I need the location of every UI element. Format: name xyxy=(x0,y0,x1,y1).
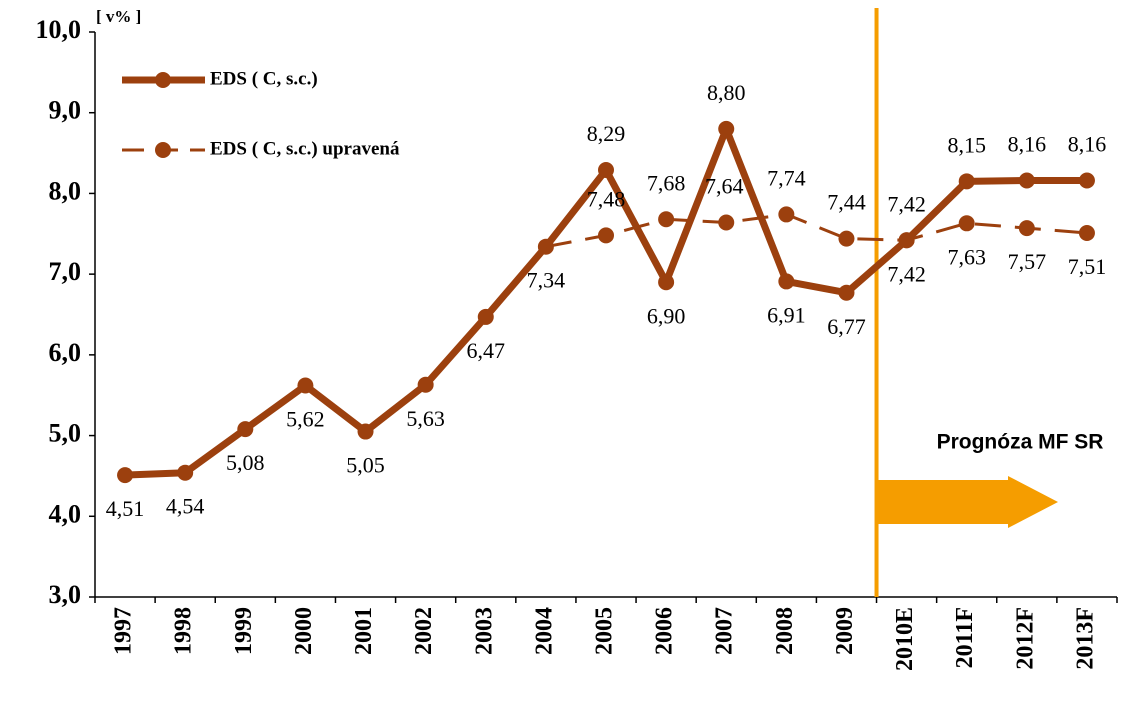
data-label: 7,48 xyxy=(587,186,626,211)
marker xyxy=(838,230,855,247)
data-label: 7,63 xyxy=(947,244,986,269)
legend-marker xyxy=(155,72,171,88)
marker xyxy=(598,227,614,244)
marker xyxy=(898,232,915,249)
x-tick-label: 1998 xyxy=(171,607,197,655)
x-tick-label: 2012F xyxy=(1012,607,1038,670)
x-tick-label: 2011F xyxy=(952,607,978,668)
data-label: 4,51 xyxy=(106,496,145,521)
data-label: 7,57 xyxy=(1008,249,1047,274)
data-label: 7,44 xyxy=(827,190,866,215)
marker xyxy=(237,421,254,438)
data-label: 5,62 xyxy=(286,407,325,432)
x-tick-label: 2013F xyxy=(1072,607,1098,670)
y-tick-label: 7,0 xyxy=(49,257,82,286)
legend-label: EDS ( C, s.c.) xyxy=(210,68,318,89)
marker xyxy=(177,464,194,481)
data-label: 7,42 xyxy=(887,191,926,216)
marker xyxy=(1018,172,1035,189)
x-tick-label: 2004 xyxy=(531,607,557,655)
x-tick-label: 2005 xyxy=(592,607,618,655)
data-label: 6,91 xyxy=(767,302,806,327)
marker xyxy=(357,423,374,440)
data-label: 7,64 xyxy=(705,174,744,199)
marker xyxy=(1078,224,1095,241)
marker xyxy=(417,376,434,393)
y-tick-label: 10,0 xyxy=(36,15,82,44)
y-tick-label: 8,0 xyxy=(49,176,82,205)
marker xyxy=(718,214,735,231)
marker xyxy=(778,273,795,290)
y-tick-label: 9,0 xyxy=(49,96,82,125)
marker xyxy=(598,162,614,179)
data-label: 5,05 xyxy=(346,453,385,478)
annotation: Prognóza MF SR xyxy=(937,431,1104,454)
data-label: 8,16 xyxy=(1008,132,1047,157)
marker xyxy=(658,274,675,291)
legend-marker xyxy=(155,142,171,158)
unit-label: [ v% ] xyxy=(96,7,141,26)
data-label: 6,90 xyxy=(647,303,686,328)
data-label: 8,29 xyxy=(587,121,626,146)
x-tick-label: 2006 xyxy=(652,607,678,655)
y-tick-label: 5,0 xyxy=(49,419,82,448)
x-tick-label: 2000 xyxy=(291,607,317,655)
data-label: 4,54 xyxy=(166,494,205,519)
data-label: 6,77 xyxy=(827,314,866,339)
data-label: 7,34 xyxy=(527,268,566,293)
y-tick-label: 4,0 xyxy=(49,499,82,528)
x-tick-label: 2001 xyxy=(351,607,377,655)
x-tick-label: 2008 xyxy=(772,607,798,655)
data-label: 5,63 xyxy=(406,406,445,431)
marker xyxy=(117,467,134,484)
data-label: 6,47 xyxy=(467,338,506,363)
data-label: 7,74 xyxy=(767,165,806,190)
data-label: 8,80 xyxy=(707,80,746,105)
x-tick-label: 1999 xyxy=(231,607,257,655)
marker xyxy=(958,215,975,232)
series-line xyxy=(545,212,1088,249)
marker xyxy=(477,308,494,325)
x-tick-label: 2002 xyxy=(411,607,437,655)
y-tick-label: 6,0 xyxy=(49,338,82,367)
data-label: 8,16 xyxy=(1068,132,1107,157)
data-label: 5,08 xyxy=(226,450,265,475)
x-tick-label: 2010E xyxy=(892,607,918,671)
data-label: 7,42 xyxy=(887,261,926,286)
series-line xyxy=(124,125,1087,479)
data-label: 7,51 xyxy=(1068,254,1107,279)
x-tick-label: 2007 xyxy=(712,607,738,655)
x-tick-label: 2003 xyxy=(471,607,497,655)
forecast-arrow xyxy=(876,476,1058,528)
marker xyxy=(297,377,314,394)
x-tick-label: 2009 xyxy=(832,607,858,655)
marker xyxy=(778,206,795,223)
data-label: 7,68 xyxy=(647,170,686,195)
marker xyxy=(718,120,735,137)
marker xyxy=(958,173,975,190)
legend-label: EDS ( C, s.c.) upravená xyxy=(210,138,400,159)
marker xyxy=(658,211,675,228)
marker xyxy=(1018,220,1035,237)
marker xyxy=(838,284,855,301)
marker xyxy=(1078,172,1095,189)
data-label: 8,15 xyxy=(947,132,986,157)
x-tick-label: 1997 xyxy=(111,607,137,655)
y-tick-label: 3,0 xyxy=(49,580,82,609)
